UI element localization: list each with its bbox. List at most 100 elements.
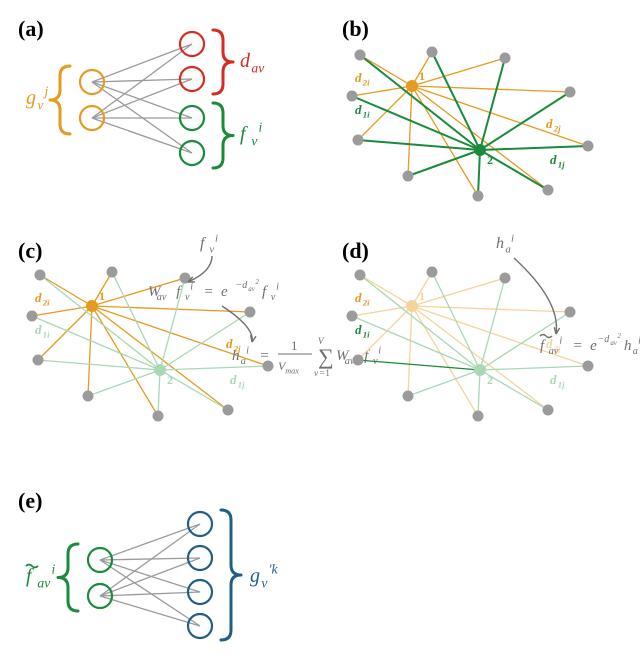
svg-text:∑: ∑ [318, 344, 334, 369]
svg-text:1: 1 [325, 368, 330, 378]
center-1 [86, 300, 98, 312]
svg-text:f: f [26, 565, 34, 587]
center-2 [474, 364, 486, 376]
svg-text:av: av [251, 61, 265, 76]
svg-text:a: a [633, 346, 638, 357]
svg-text:1i: 1i [363, 110, 370, 120]
panel-d-graph: d2id1id2jd1j [347, 267, 594, 422]
svg-text:−: − [598, 334, 604, 345]
svg-text:v: v [314, 368, 318, 378]
svg-text:v: v [261, 576, 268, 591]
graph-node [353, 355, 364, 366]
svg-text:2j: 2j [553, 124, 561, 134]
svg-text:1i: 1i [363, 330, 370, 340]
svg-text:2: 2 [487, 153, 493, 167]
svg-text:f: f [262, 284, 268, 300]
graph-node [107, 267, 118, 278]
svg-text:1: 1 [291, 338, 298, 353]
svg-text:d: d [240, 50, 251, 72]
center-2 [474, 144, 486, 156]
svg-text:v: v [251, 134, 258, 149]
panel-label: (a) [18, 16, 44, 41]
svg-text:a: a [241, 356, 246, 367]
svg-text:=: = [204, 284, 212, 300]
graph-node [245, 307, 256, 318]
graph-node [223, 405, 234, 416]
svg-text:=: = [260, 348, 268, 364]
graph-node [543, 405, 554, 416]
svg-text:′k: ′k [268, 562, 278, 577]
svg-text:i: i [52, 562, 56, 577]
bipartite-edge [92, 44, 192, 82]
svg-text:=: = [574, 338, 582, 354]
panel-label: (c) [18, 238, 42, 263]
panel-label: (b) [342, 16, 369, 41]
figure-svg: (a)(b)(c)(d)(e)gvjdavfvid2id1id2jd1j12d2… [0, 0, 640, 663]
svg-text:h: h [624, 338, 632, 354]
svg-text:2: 2 [255, 279, 259, 286]
svg-text:2: 2 [617, 333, 621, 340]
graph-node [583, 361, 594, 372]
graph-node [583, 141, 594, 152]
svg-text:i: i [378, 346, 381, 357]
svg-text:i: i [559, 336, 562, 347]
svg-text:e: e [221, 284, 228, 300]
graph-node [355, 50, 366, 61]
svg-text:av: av [610, 340, 617, 347]
svg-text:v: v [271, 292, 276, 303]
svg-text:av: av [549, 346, 559, 357]
bipartite-edge [100, 524, 200, 560]
bipartite-edge [100, 558, 200, 596]
svg-text:1: 1 [419, 289, 425, 303]
svg-text:1: 1 [99, 289, 105, 303]
graph-node [427, 47, 438, 58]
svg-text:d: d [242, 280, 248, 291]
bipartite-edge [100, 560, 200, 592]
svg-text:2i: 2i [362, 298, 370, 308]
graph-node [347, 311, 358, 322]
panel-label: (e) [18, 488, 42, 513]
svg-text:f: f [240, 123, 248, 145]
svg-text:1j: 1j [558, 380, 565, 390]
svg-text:i: i [258, 120, 262, 135]
graph-node [33, 355, 44, 366]
graph-node [565, 87, 576, 98]
graph-node [83, 391, 94, 402]
bipartite-edge [92, 118, 192, 153]
svg-text:d: d [355, 290, 362, 305]
svg-text:=: = [320, 368, 325, 378]
svg-text:d: d [230, 372, 237, 387]
graph-node [403, 391, 414, 402]
svg-text:j: j [42, 84, 48, 99]
graph-node [27, 311, 38, 322]
svg-text:av: av [248, 286, 255, 293]
svg-text:−: − [236, 280, 242, 291]
graph-node [347, 91, 358, 102]
svg-text:d: d [355, 322, 362, 337]
svg-text:i: i [246, 346, 249, 357]
graph-node [355, 270, 366, 281]
svg-text:2: 2 [167, 373, 173, 387]
svg-text:h: h [496, 235, 504, 252]
svg-text:d: d [355, 102, 362, 117]
svg-text:d: d [550, 372, 557, 387]
panel-b-graph: d2id1id2jd1j [347, 47, 594, 202]
graph-node [473, 191, 484, 202]
graph-node [427, 267, 438, 278]
svg-text:i: i [276, 282, 279, 293]
graph-node [500, 53, 511, 64]
graph-node [35, 270, 46, 281]
svg-text:1: 1 [419, 69, 425, 83]
graph-node [543, 185, 554, 196]
graph-node [565, 307, 576, 318]
svg-text:a: a [505, 243, 511, 255]
svg-text:i: i [190, 282, 193, 293]
svg-text:d: d [550, 152, 557, 167]
svg-text:g: g [26, 87, 36, 109]
svg-text:d: d [604, 334, 610, 345]
svg-text:max: max [285, 366, 299, 375]
svg-text:i: i [511, 232, 514, 244]
svg-text:2i: 2i [362, 78, 370, 88]
svg-text:1j: 1j [558, 160, 565, 170]
bipartite-edge [100, 596, 200, 626]
